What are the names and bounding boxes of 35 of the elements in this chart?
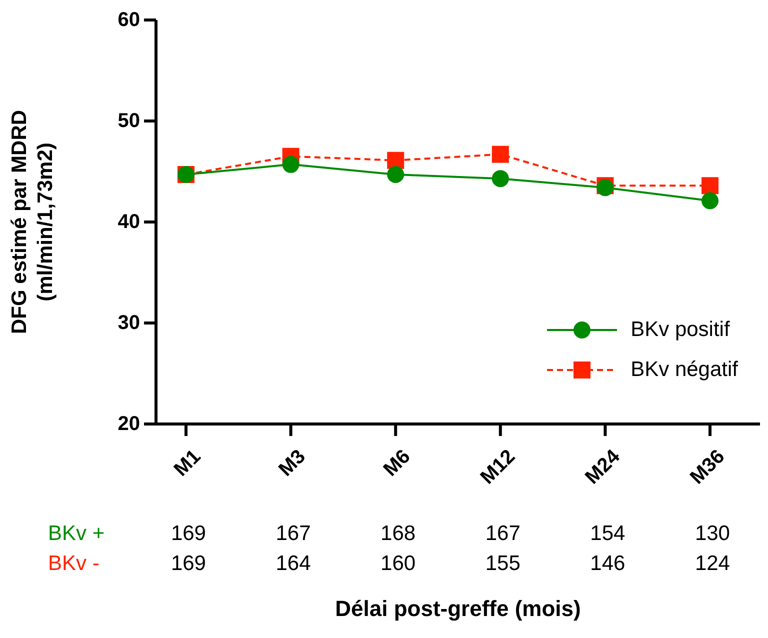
y-tick-label: 30 bbox=[118, 312, 140, 334]
point bbox=[492, 170, 509, 188]
x-tick-label: M3 bbox=[274, 446, 310, 481]
point bbox=[387, 166, 404, 184]
y-axis-title: DFG estimé par MDRD (ml/min/1,73m2) bbox=[8, 110, 57, 334]
text: 160 bbox=[380, 552, 416, 576]
x-tick-label: M36 bbox=[686, 446, 730, 489]
y-tick-label: 50 bbox=[118, 110, 140, 132]
text: 169 bbox=[170, 522, 206, 546]
text: 164 bbox=[274, 552, 311, 576]
point bbox=[702, 192, 718, 210]
x-axis-title: Délai post-greffe (mois) bbox=[334, 596, 582, 622]
point bbox=[492, 146, 509, 163]
text: 124 bbox=[694, 552, 730, 576]
text: 154 bbox=[589, 522, 626, 546]
point bbox=[702, 177, 718, 194]
text: 155 bbox=[484, 552, 520, 576]
legend-label: BKv positif bbox=[630, 318, 730, 342]
text: BKv - bbox=[48, 552, 100, 576]
text: BKv + bbox=[48, 522, 105, 546]
text: 167 bbox=[274, 522, 311, 546]
text: 167 bbox=[484, 522, 520, 546]
x-tick-label: M12 bbox=[476, 446, 520, 489]
point bbox=[387, 152, 404, 169]
y-tick-label: 20 bbox=[118, 413, 140, 435]
text: 169 bbox=[170, 552, 206, 576]
x-tick-label: M6 bbox=[380, 446, 415, 481]
y-tick-label: 40 bbox=[118, 211, 140, 233]
y-tick-label: 60 bbox=[118, 9, 140, 31]
x-tick-label: M1 bbox=[170, 446, 206, 481]
legend-label: BKv négatif bbox=[630, 358, 738, 382]
point bbox=[282, 156, 300, 173]
text: 130 bbox=[694, 522, 730, 546]
text: 168 bbox=[380, 522, 416, 546]
text: 146 bbox=[589, 552, 626, 576]
